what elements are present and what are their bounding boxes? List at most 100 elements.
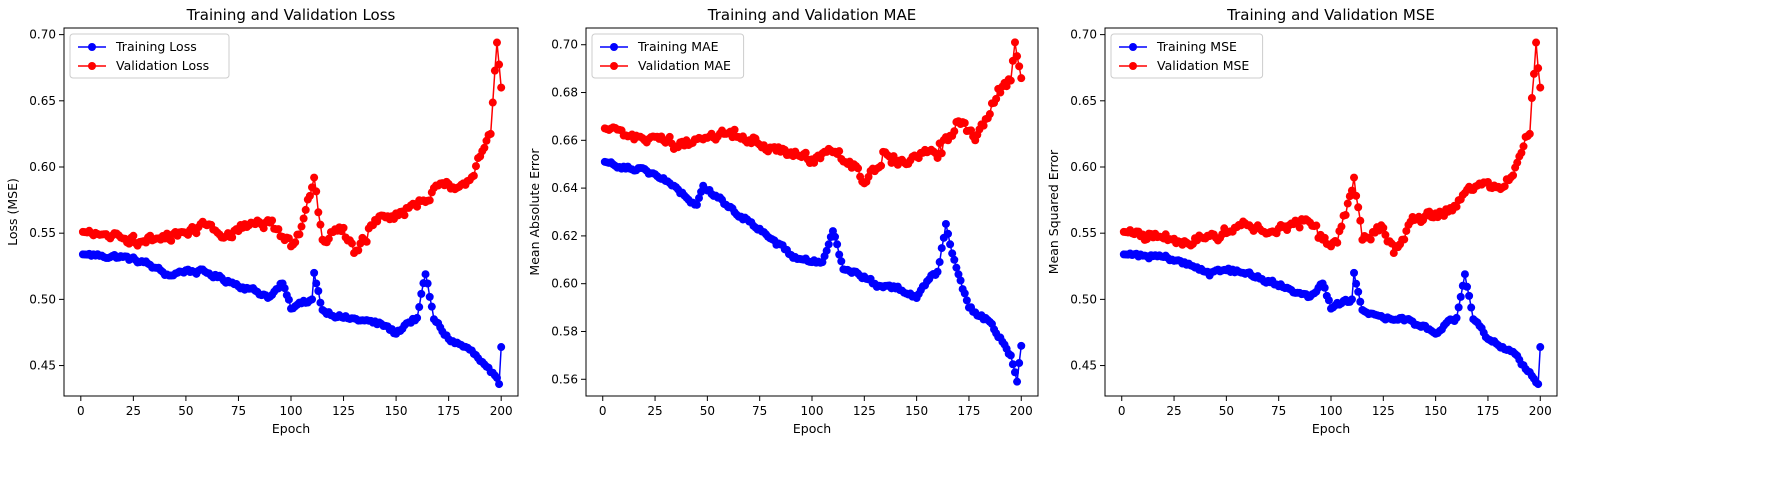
data-point — [417, 289, 426, 298]
legend-marker — [88, 62, 96, 70]
y-tick-label: 0.60 — [1070, 160, 1097, 174]
y-tick-label: 0.58 — [551, 324, 578, 338]
data-point — [1389, 249, 1398, 258]
data-point — [952, 263, 961, 272]
data-point — [835, 147, 844, 156]
y-tick-label: 0.55 — [1070, 226, 1097, 240]
data-point — [1452, 202, 1461, 211]
series-training — [600, 157, 1026, 386]
data-point — [492, 373, 501, 382]
data-point — [877, 161, 886, 170]
data-point — [665, 132, 674, 141]
data-point — [1010, 368, 1019, 377]
data-point — [427, 302, 436, 311]
data-point — [129, 231, 138, 240]
legend-item-validation: Validation MSE — [1119, 58, 1249, 73]
data-point — [1465, 291, 1474, 300]
data-point — [425, 196, 434, 205]
data-point — [1381, 230, 1390, 239]
data-point — [1006, 351, 1015, 360]
data-point — [1536, 343, 1545, 352]
x-tick-label: 150 — [1424, 404, 1447, 418]
y-tick-label: 0.68 — [551, 86, 578, 100]
data-point — [822, 246, 831, 255]
x-tick-label: 100 — [280, 404, 303, 418]
y-tick-label: 0.65 — [29, 94, 56, 108]
legend-label: Training MSE — [1156, 39, 1237, 54]
x-tick-label: 175 — [437, 404, 460, 418]
data-point — [1527, 94, 1536, 103]
legend-box — [1110, 33, 1264, 79]
data-point — [1354, 203, 1363, 212]
data-point — [730, 125, 739, 134]
data-point — [495, 60, 504, 69]
data-point — [310, 268, 319, 277]
data-point — [413, 313, 422, 322]
data-point — [228, 233, 237, 242]
data-point — [1295, 223, 1304, 232]
data-point — [488, 98, 497, 107]
legend-label: Training MAE — [637, 39, 719, 54]
y-tick-label: 0.60 — [29, 160, 56, 174]
data-point — [1347, 295, 1356, 304]
legend-marker — [88, 43, 96, 51]
data-point — [1366, 235, 1375, 244]
y-tick-label: 0.70 — [551, 38, 578, 52]
y-tick-label: 0.45 — [1070, 359, 1097, 373]
data-point — [950, 127, 959, 136]
data-point — [268, 216, 277, 225]
x-axis-label: Epoch — [793, 421, 831, 436]
x-tick-label: 25 — [1166, 404, 1181, 418]
y-tick-label: 0.70 — [1070, 28, 1097, 42]
x-tick-label: 125 — [332, 404, 355, 418]
x-tick-label: 200 — [1010, 404, 1033, 418]
data-point — [312, 187, 321, 196]
data-point — [1006, 76, 1015, 85]
data-point — [497, 83, 506, 92]
data-point — [1532, 38, 1541, 47]
data-point — [291, 238, 300, 247]
data-point — [985, 110, 994, 119]
data-point — [1350, 173, 1359, 182]
series-training — [78, 249, 506, 389]
data-point — [1333, 238, 1342, 247]
data-point — [1013, 52, 1022, 61]
x-tick-label: 50 — [178, 404, 193, 418]
data-point — [284, 234, 293, 243]
data-point — [833, 240, 842, 249]
plot-frame — [585, 27, 1039, 397]
data-point — [1467, 303, 1476, 312]
legend-item-validation: Validation Loss — [78, 58, 209, 73]
data-point — [979, 121, 988, 130]
data-point — [1324, 296, 1333, 305]
y-tick-label: 0.55 — [29, 226, 56, 240]
data-point — [1513, 158, 1522, 167]
data-point — [308, 295, 317, 304]
y-tick-label: 0.45 — [29, 359, 56, 373]
data-point — [314, 286, 323, 295]
data-point — [490, 66, 499, 75]
x-tick-label: 150 — [385, 404, 408, 418]
x-tick-label: 75 — [752, 404, 767, 418]
series-training — [1119, 249, 1545, 389]
x-tick-label: 25 — [647, 404, 662, 418]
y-tick-label: 0.56 — [551, 372, 578, 386]
x-tick-label: 0 — [77, 404, 85, 418]
y-axis-label: Mean Absolute Error — [527, 148, 542, 276]
data-point — [933, 267, 942, 276]
x-axis-label: Epoch — [1312, 421, 1350, 436]
data-point — [937, 244, 946, 253]
data-point — [835, 250, 844, 259]
legend-item-training: Training Loss — [78, 39, 197, 54]
data-point — [1519, 142, 1528, 151]
x-tick-label: 50 — [700, 404, 715, 418]
data-point — [192, 229, 201, 238]
chart-title: Training and Validation MAE — [707, 6, 916, 24]
x-tick-label: 125 — [1372, 404, 1395, 418]
data-point — [948, 249, 957, 258]
data-point — [413, 202, 422, 211]
x-tick-label: 75 — [231, 404, 246, 418]
y-tick-label: 0.65 — [1070, 94, 1097, 108]
